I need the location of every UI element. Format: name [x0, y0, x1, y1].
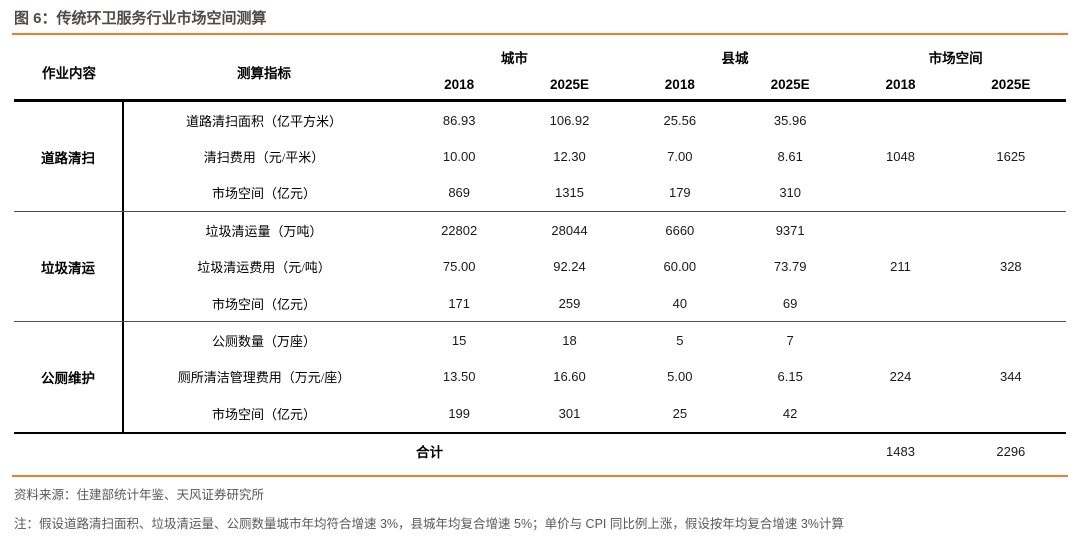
row-group: 公厕维护 公厕数量（万座） 15 18 5 7 厕所清洁管理费用（万元/座） 13.50 16.…	[14, 322, 1066, 434]
header-year: 2025E	[770, 77, 810, 92]
value-cell: 7	[786, 333, 794, 349]
value-cell	[956, 102, 1066, 138]
header-year: 2025E	[549, 77, 590, 92]
value-cell: 40	[672, 295, 688, 311]
value-cell: 211	[890, 259, 911, 275]
value-cell: 18	[562, 333, 577, 349]
category-cell: 公厕维护	[14, 322, 124, 432]
value-cell: 73.79	[773, 259, 807, 275]
indicator-cell: 市场空间（亿元）	[211, 186, 316, 202]
value-cell: 8.61	[777, 149, 803, 165]
value-cell: 25.56	[663, 112, 697, 128]
market-space-table: 作业内容 测算指标 城市 县城 市场空间 2018 2025E 2018 202…	[14, 44, 1066, 469]
header-year: 2025E	[991, 77, 1031, 92]
value-cell: 13.50	[442, 369, 476, 385]
indicator-cell: 市场空间（亿元）	[211, 296, 316, 312]
value-cell	[956, 212, 1066, 248]
value-cell: 5	[676, 333, 684, 349]
value-cell: 6660	[665, 222, 695, 238]
value-cell: 9371	[775, 222, 805, 238]
value-cell: 5.00	[667, 369, 693, 385]
indicator-cell: 道路清扫面积（亿平方米）	[185, 113, 342, 129]
total-value-2025e: 2296	[996, 443, 1026, 459]
category-cell: 道路清扫	[14, 102, 124, 212]
value-cell: 92.24	[553, 259, 586, 275]
header-year: 2018	[885, 77, 916, 92]
value-cell: 12.30	[553, 149, 586, 165]
header-content-col: 作业内容	[42, 65, 96, 81]
value-cell: 28044	[551, 222, 588, 238]
value-cell: 42	[782, 405, 798, 421]
value-cell: 7.00	[667, 149, 693, 165]
header-year: 2018	[664, 77, 695, 92]
figure-title: 图 6：传统环卫服务行业市场空间测算	[14, 10, 267, 27]
value-cell	[956, 175, 1066, 211]
value-cell	[845, 175, 955, 211]
value-cell: 1315	[555, 185, 584, 201]
value-cell	[845, 102, 955, 138]
value-cell	[845, 322, 955, 358]
value-cell: 25	[672, 405, 688, 421]
value-cell: 35.96	[773, 112, 807, 128]
title-underline-rule	[12, 33, 1068, 35]
indicator-cell: 公厕数量（万座）	[211, 334, 316, 350]
value-cell: 106.92	[549, 112, 590, 128]
value-cell: 301	[558, 405, 581, 421]
source-line: 资料来源：住建部统计年鉴、天风证券研究所	[14, 487, 265, 502]
note-line: 注：假设道路清扫面积、垃圾清运量、公厕数量城市年均符合增速 3%，县城年均复合增…	[14, 516, 844, 531]
indicator-cell: 垃圾清运费用（元/吨）	[197, 260, 331, 276]
value-cell	[956, 395, 1066, 431]
value-cell: 259	[558, 295, 581, 311]
indicator-cell: 市场空间（亿元）	[211, 406, 316, 422]
header-year: 2018	[444, 77, 475, 92]
value-cell: 16.60	[553, 369, 586, 385]
value-cell: 75.00	[442, 259, 476, 275]
total-row: 合计 1483 2296	[14, 434, 1066, 469]
header-group-county: 县城	[721, 51, 749, 66]
value-cell	[845, 212, 955, 248]
value-cell: 179	[668, 185, 691, 201]
value-cell: 171	[448, 295, 471, 311]
value-cell: 60.00	[663, 259, 697, 275]
value-cell: 869	[448, 185, 471, 201]
value-cell: 6.15	[777, 369, 803, 385]
total-value-2018: 1483	[886, 443, 915, 459]
value-cell	[845, 395, 955, 431]
value-cell: 1048	[886, 149, 915, 165]
category-cell: 垃圾清运	[14, 212, 124, 322]
value-cell: 10.00	[442, 149, 476, 165]
value-cell: 344	[999, 369, 1022, 385]
value-cell: 15	[451, 333, 467, 349]
value-cell: 1625	[996, 149, 1026, 165]
indicator-cell: 清扫费用（元/平米）	[203, 150, 325, 166]
value-cell: 310	[779, 185, 802, 201]
indicator-cell: 垃圾清运量（万吨）	[205, 223, 323, 239]
value-cell	[845, 285, 955, 321]
table-header: 作业内容 测算指标 城市 县城 市场空间 2018 2025E 2018 202…	[14, 44, 1066, 102]
report-page: 图 6：传统环卫服务行业市场空间测算 作业内容 测算指标 城市 县城 市场空间 …	[0, 9, 1080, 543]
value-cell: 199	[448, 405, 471, 421]
table-body: 道路清扫 道路清扫面积（亿平方米） 86.93 106.92 25.56 35.96 清扫费…	[14, 102, 1066, 434]
indicator-cell: 厕所清洁管理费用（万元/座）	[177, 370, 351, 386]
value-cell: 22802	[441, 222, 478, 238]
header-group-market-space: 市场空间	[928, 51, 983, 66]
row-group: 道路清扫 道路清扫面积（亿平方米） 86.93 106.92 25.56 35.96 清扫费…	[14, 102, 1066, 213]
value-cell	[956, 285, 1066, 321]
value-cell: 328	[999, 259, 1022, 275]
header-group-city: 城市	[500, 51, 528, 66]
value-cell	[956, 322, 1066, 358]
header-indicator-col: 测算指标	[237, 65, 291, 81]
footer-divider-rule	[12, 474, 1068, 477]
value-cell: 86.93	[442, 112, 476, 128]
total-label: 合计	[416, 445, 443, 461]
value-cell: 69	[782, 295, 798, 311]
value-cell: 224	[889, 369, 912, 385]
row-group: 垃圾清运 垃圾清运量（万吨） 22802 28044 6660 9371 垃圾清运费用（元/…	[14, 212, 1066, 323]
